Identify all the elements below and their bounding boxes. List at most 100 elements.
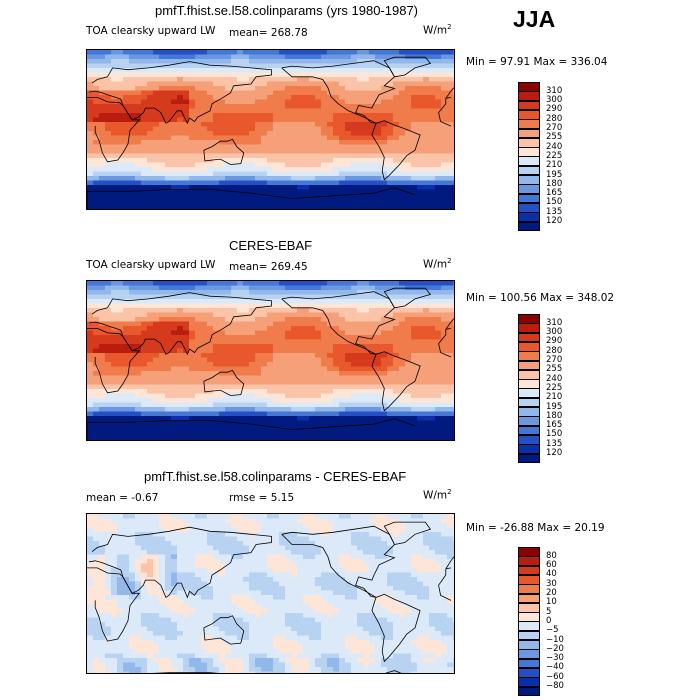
field-cell: [321, 398, 328, 403]
field-cell: [411, 99, 418, 105]
field-cell: [183, 158, 190, 163]
field-cell: [441, 290, 448, 295]
field-cell: [105, 429, 112, 435]
field-cell: [111, 180, 118, 186]
field-cell: [183, 353, 190, 358]
field-cell: [141, 285, 148, 291]
field-cell: [381, 375, 388, 381]
field-cell: [171, 294, 178, 300]
field-cell: [93, 180, 100, 186]
field-cell: [321, 117, 328, 123]
field-cell: [225, 326, 232, 331]
field-cell: [189, 371, 196, 376]
field-cell: [165, 321, 172, 327]
panel-3-minmax: Min = -26.88 Max = 20.19: [466, 522, 605, 534]
field-cell: [351, 402, 358, 408]
field-cell: [411, 366, 418, 372]
field-cell: [87, 362, 94, 367]
field-cell: [171, 518, 178, 524]
field-cell: [147, 308, 154, 313]
field-cell: [333, 407, 340, 412]
field-cell: [135, 434, 142, 439]
field-cell: [165, 339, 172, 345]
field-cell: [99, 362, 106, 367]
field-cell: [279, 420, 286, 426]
field-cell: [129, 425, 136, 430]
field-cell: [201, 117, 208, 123]
field-cell: [357, 299, 364, 304]
field-cell: [255, 407, 262, 412]
field-cell: [399, 312, 406, 318]
field-cell: [363, 189, 370, 195]
field-cell: [369, 389, 376, 394]
field-cell: [429, 371, 436, 376]
field-cell: [315, 375, 322, 381]
field-cell: [381, 194, 388, 199]
field-cell: [339, 541, 346, 546]
field-cell: [297, 514, 304, 519]
field-cell: [177, 411, 184, 417]
field-cell: [327, 162, 334, 168]
field-cell: [357, 407, 364, 412]
field-cell: [249, 194, 256, 199]
field-cell: [291, 380, 298, 385]
field-cell: [345, 532, 352, 537]
field-cell: [273, 176, 280, 181]
field-cell: [321, 126, 328, 132]
field-cell: [117, 416, 124, 421]
field-cell: [345, 303, 352, 309]
field-cell: [267, 68, 274, 73]
field-cell: [285, 117, 292, 123]
field-cell: [195, 59, 202, 64]
field-cell: [177, 330, 184, 336]
field-cell: [105, 425, 112, 430]
field-cell: [117, 371, 124, 376]
field-cell: [453, 344, 454, 349]
field-cell: [147, 99, 154, 105]
field-cell: [405, 167, 412, 172]
field-cell: [303, 438, 310, 440]
field-cell: [333, 77, 340, 82]
field-cell: [339, 153, 346, 159]
field-cell: [261, 348, 268, 354]
field-cell: [177, 59, 184, 64]
field-cell: [153, 411, 160, 417]
field-cell: [123, 366, 130, 372]
field-cell: [249, 203, 256, 208]
field-cell: [393, 203, 400, 208]
field-cell: [135, 153, 142, 159]
field-cell: [339, 122, 346, 127]
field-cell: [375, 194, 382, 199]
field-cell: [447, 402, 454, 408]
field-cell: [345, 153, 352, 159]
field-cell: [393, 321, 400, 327]
field-cell: [267, 294, 274, 300]
field-cell: [297, 207, 304, 209]
field-cell: [291, 527, 298, 533]
field-cell: [447, 348, 454, 354]
field-cell: [165, 81, 172, 87]
field-cell: [213, 536, 220, 542]
field-cell: [267, 353, 274, 358]
field-cell: [159, 523, 166, 528]
field-cell: [429, 308, 436, 313]
field-cell: [189, 104, 196, 109]
field-cell: [141, 357, 148, 363]
field-cell: [267, 176, 274, 181]
field-cell: [165, 185, 172, 190]
field-cell: [297, 54, 304, 60]
field-cell: [99, 167, 106, 172]
field-cell: [417, 398, 424, 403]
field-cell: [189, 189, 196, 195]
field-cell: [405, 532, 412, 537]
field-cell: [159, 68, 166, 73]
field-cell: [195, 536, 202, 542]
field-cell: [417, 532, 424, 537]
field-cell: [111, 290, 118, 295]
field-cell: [189, 344, 196, 349]
field-cell: [255, 532, 262, 537]
field-cell: [453, 122, 454, 127]
field-cell: [309, 149, 316, 154]
field-cell: [417, 411, 424, 417]
field-cell: [87, 303, 94, 309]
